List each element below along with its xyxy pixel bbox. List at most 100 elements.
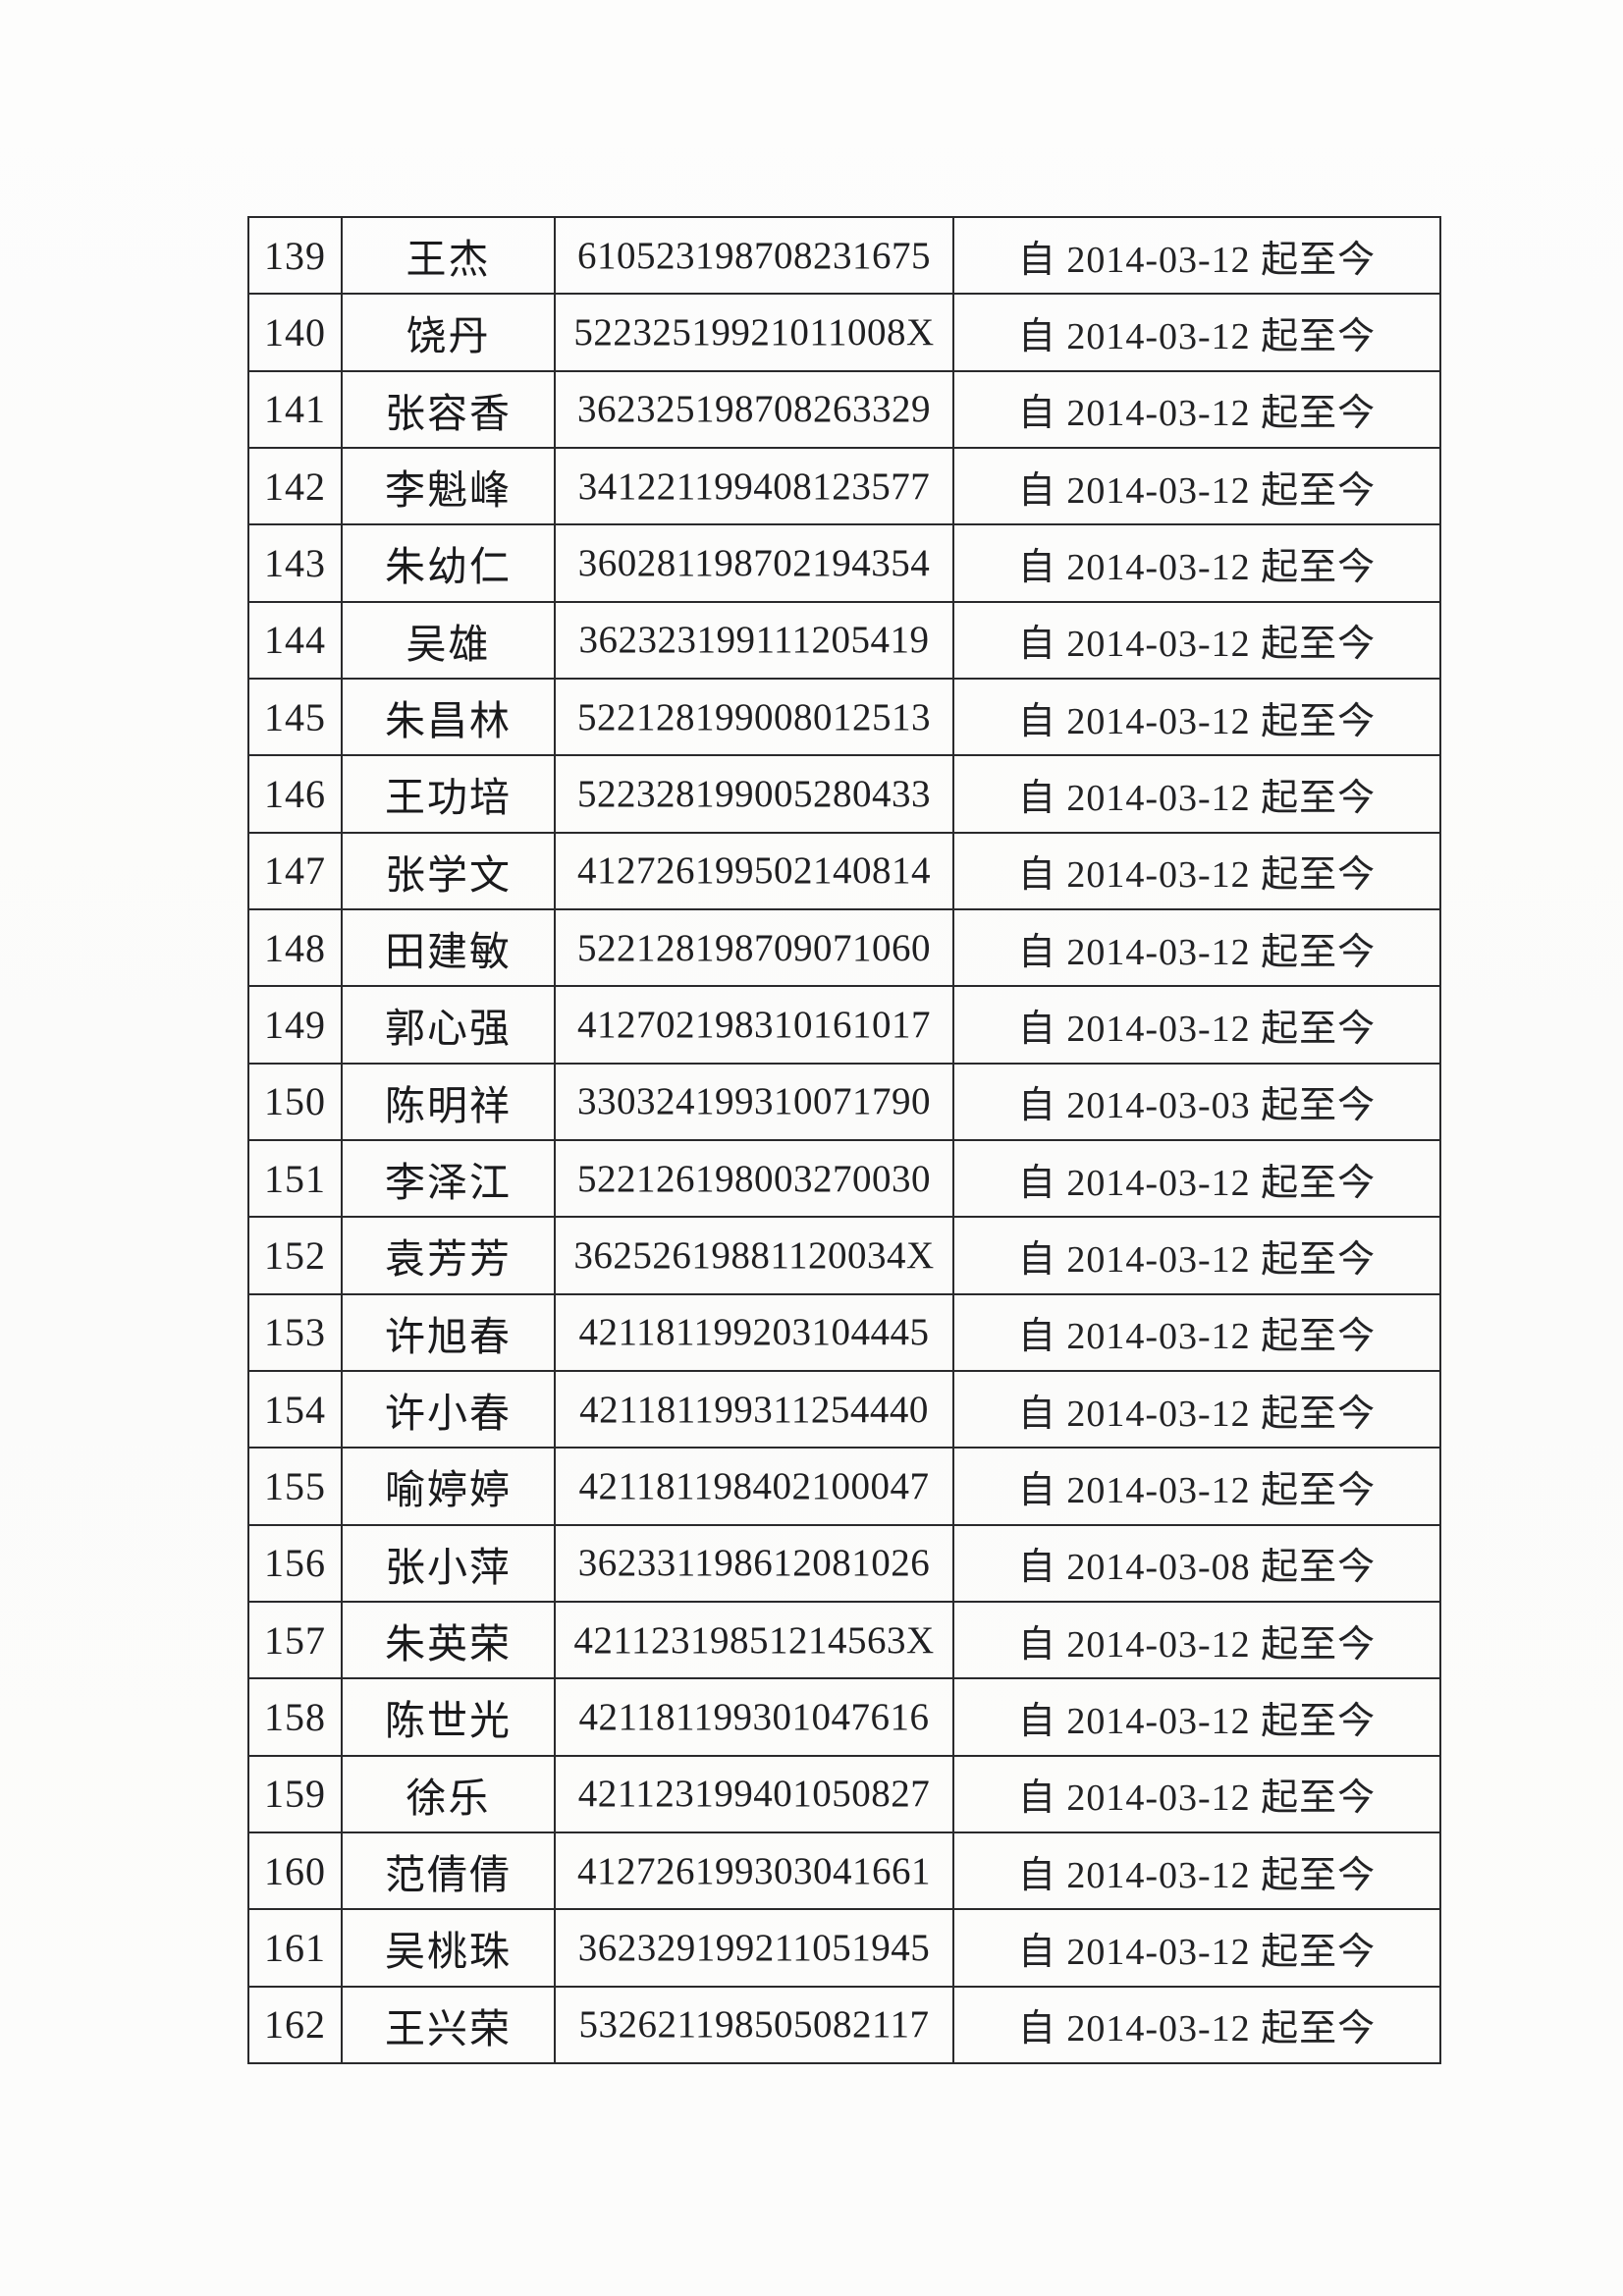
person-name-cell: 张学文 xyxy=(341,831,556,910)
id-number-cell: 412726199502140814 xyxy=(554,831,954,910)
person-name-cell: 朱英荣 xyxy=(341,1600,556,1680)
validity-period-cell: 自 2014-03-12 起至今 xyxy=(952,907,1441,988)
person-name-cell: 张容香 xyxy=(341,369,556,449)
table-row: 156 张小萍 362331198612081026 自 2014-03-08 … xyxy=(247,1523,1441,1603)
row-number-cell: 162 xyxy=(247,1985,343,2065)
row-number-cell: 160 xyxy=(247,1831,343,1911)
id-number-cell: 532621198505082117 xyxy=(554,1985,954,2065)
validity-period-cell: 自 2014-03-12 起至今 xyxy=(952,1677,1441,1757)
table-row: 141 张容香 362325198708263329 自 2014-03-12 … xyxy=(247,369,1441,449)
table-row: 145 朱昌林 522128199008012513 自 2014-03-12 … xyxy=(247,677,1441,757)
validity-period-cell: 自 2014-03-12 起至今 xyxy=(952,1292,1441,1372)
row-number-cell: 152 xyxy=(247,1216,343,1295)
table-row: 151 李泽江 522126198003270030 自 2014-03-12 … xyxy=(247,1138,1441,1219)
table-row: 162 王兴荣 532621198505082117 自 2014-03-12 … xyxy=(247,1985,1441,2065)
validity-period-cell: 自 2014-03-12 起至今 xyxy=(952,1447,1441,1526)
table-row: 153 许旭春 421181199203104445 自 2014-03-12 … xyxy=(247,1292,1441,1372)
row-number-cell: 143 xyxy=(247,523,343,603)
id-number-cell: 421181199311254440 xyxy=(554,1369,954,1449)
table-row: 161 吴桃珠 362329199211051945 自 2014-03-12 … xyxy=(247,1908,1441,1988)
id-number-cell: 610523198708231675 xyxy=(554,215,954,296)
validity-period-cell: 自 2014-03-03 起至今 xyxy=(952,1062,1441,1141)
row-number-cell: 156 xyxy=(247,1523,343,1603)
row-number-cell: 144 xyxy=(247,600,343,680)
row-number-cell: 151 xyxy=(247,1138,343,1219)
validity-period-cell: 自 2014-03-12 起至今 xyxy=(952,215,1441,296)
row-number-cell: 161 xyxy=(247,1908,343,1988)
person-name-cell: 范倩倩 xyxy=(341,1831,556,1911)
row-number-cell: 154 xyxy=(247,1369,343,1449)
person-name-cell: 许小春 xyxy=(341,1369,556,1449)
id-number-cell: 362331198612081026 xyxy=(554,1523,954,1603)
id-number-cell: 412726199303041661 xyxy=(554,1831,954,1911)
row-number-cell: 150 xyxy=(247,1062,343,1141)
person-name-cell: 朱幼仁 xyxy=(341,523,556,603)
person-name-cell: 陈明祥 xyxy=(341,1062,556,1141)
roster-table: 139 王杰 610523198708231675 自 2014-03-12 起… xyxy=(247,215,1441,2065)
validity-period-cell: 自 2014-03-12 起至今 xyxy=(952,1754,1441,1833)
person-name-cell: 朱昌林 xyxy=(341,677,556,757)
validity-period-cell: 自 2014-03-12 起至今 xyxy=(952,831,1441,910)
person-name-cell: 许旭春 xyxy=(341,1292,556,1372)
id-number-cell: 330324199310071790 xyxy=(554,1062,954,1141)
table-row: 154 许小春 421181199311254440 自 2014-03-12 … xyxy=(247,1369,1441,1449)
id-number-cell: 421181199301047616 xyxy=(554,1677,954,1757)
id-number-cell: 522128198709071060 xyxy=(554,907,954,988)
id-number-cell: 36252619881120034X xyxy=(554,1216,954,1295)
person-name-cell: 李泽江 xyxy=(341,1138,556,1219)
id-number-cell: 522328199005280433 xyxy=(554,754,954,834)
validity-period-cell: 自 2014-03-12 起至今 xyxy=(952,1369,1441,1449)
validity-period-cell: 自 2014-03-12 起至今 xyxy=(952,523,1441,603)
table-row: 142 李魁峰 341221199408123577 自 2014-03-12 … xyxy=(247,446,1441,526)
table-row: 149 郭心强 412702198310161017 自 2014-03-12 … xyxy=(247,985,1441,1065)
id-number-cell: 362329199211051945 xyxy=(554,1908,954,1988)
validity-period-cell: 自 2014-03-12 起至今 xyxy=(952,985,1441,1065)
row-number-cell: 145 xyxy=(247,677,343,757)
row-number-cell: 140 xyxy=(247,293,343,372)
id-number-cell: 421181198402100047 xyxy=(554,1447,954,1526)
validity-period-cell: 自 2014-03-12 起至今 xyxy=(952,1831,1441,1911)
person-name-cell: 王杰 xyxy=(341,215,556,296)
person-name-cell: 喻婷婷 xyxy=(341,1447,556,1526)
person-name-cell: 吴桃珠 xyxy=(341,1908,556,1988)
row-number-cell: 148 xyxy=(247,907,343,988)
table-row: 150 陈明祥 330324199310071790 自 2014-03-03 … xyxy=(247,1062,1441,1141)
id-number-cell: 52232519921011008X xyxy=(554,293,954,372)
id-number-cell: 362325198708263329 xyxy=(554,369,954,449)
id-number-cell: 341221199408123577 xyxy=(554,446,954,526)
validity-period-cell: 自 2014-03-12 起至今 xyxy=(952,1908,1441,1988)
person-name-cell: 张小萍 xyxy=(341,1523,556,1603)
validity-period-cell: 自 2014-03-12 起至今 xyxy=(952,677,1441,757)
row-number-cell: 149 xyxy=(247,985,343,1065)
validity-period-cell: 自 2014-03-12 起至今 xyxy=(952,1138,1441,1219)
row-number-cell: 141 xyxy=(247,369,343,449)
id-number-cell: 362323199111205419 xyxy=(554,600,954,680)
person-name-cell: 陈世光 xyxy=(341,1677,556,1757)
id-number-cell: 412702198310161017 xyxy=(554,985,954,1065)
id-number-cell: 42112319851214563X xyxy=(554,1600,954,1680)
row-number-cell: 153 xyxy=(247,1292,343,1372)
person-name-cell: 田建敏 xyxy=(341,907,556,988)
person-name-cell: 王功培 xyxy=(341,754,556,834)
id-number-cell: 522126198003270030 xyxy=(554,1138,954,1219)
validity-period-cell: 自 2014-03-12 起至今 xyxy=(952,293,1441,372)
row-number-cell: 139 xyxy=(247,215,343,296)
person-name-cell: 吴雄 xyxy=(341,600,556,680)
row-number-cell: 155 xyxy=(247,1447,343,1526)
row-number-cell: 147 xyxy=(247,831,343,910)
id-number-cell: 360281198702194354 xyxy=(554,523,954,603)
validity-period-cell: 自 2014-03-12 起至今 xyxy=(952,1985,1441,2065)
table-row: 146 王功培 522328199005280433 自 2014-03-12 … xyxy=(247,754,1441,834)
row-number-cell: 158 xyxy=(247,1677,343,1757)
person-name-cell: 饶丹 xyxy=(341,293,556,372)
row-number-cell: 159 xyxy=(247,1754,343,1833)
table-row: 155 喻婷婷 421181198402100047 自 2014-03-12 … xyxy=(247,1447,1441,1526)
table-row: 160 范倩倩 412726199303041661 自 2014-03-12 … xyxy=(247,1831,1441,1911)
person-name-cell: 郭心强 xyxy=(341,985,556,1065)
table-row: 148 田建敏 522128198709071060 自 2014-03-12 … xyxy=(247,907,1441,988)
table-row: 147 张学文 412726199502140814 自 2014-03-12 … xyxy=(247,831,1441,910)
table-row: 143 朱幼仁 360281198702194354 自 2014-03-12 … xyxy=(247,523,1441,603)
table-row: 159 徐乐 421123199401050827 自 2014-03-12 起… xyxy=(247,1754,1441,1833)
id-number-cell: 522128199008012513 xyxy=(554,677,954,757)
